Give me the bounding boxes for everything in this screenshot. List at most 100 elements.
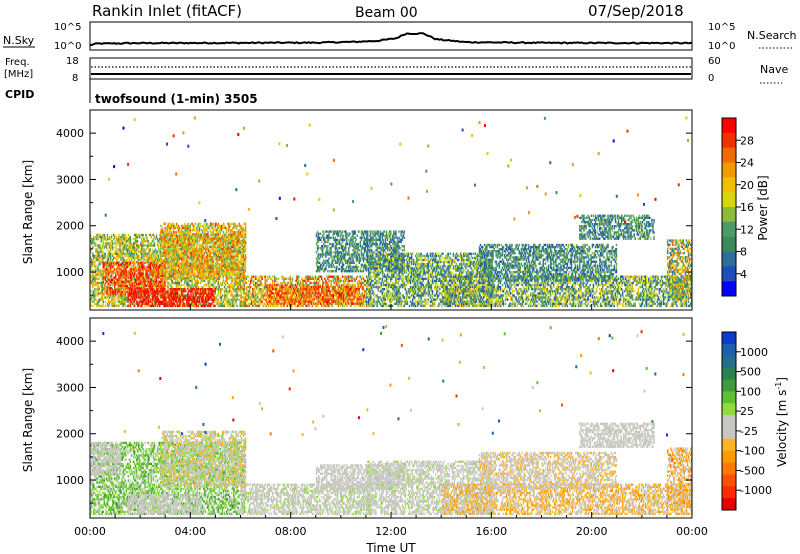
power-cells-cell-103	[95, 269, 97, 272]
power-cells-cell-3068	[125, 261, 127, 265]
power-cells-cell-3165	[138, 272, 140, 275]
power-cells-cell-236	[102, 300, 104, 303]
power-cells-cell-497	[117, 300, 119, 303]
power-cells-cell-287	[104, 238, 107, 241]
power-cells-cell-1226	[153, 254, 156, 258]
power-cells-cell-4309	[194, 272, 197, 276]
power-cells-cell-2591	[229, 233, 231, 237]
power-cells-cell-4363	[197, 249, 200, 253]
power-cells-cell-3340	[157, 266, 160, 269]
power-cells-cell-4770	[226, 258, 228, 261]
freq-unit-label: [MHz]	[4, 69, 33, 80]
power-cells-cell-4289	[192, 233, 195, 236]
power-cells-cell-4226	[188, 249, 190, 253]
power-cells-cell-2606	[230, 254, 232, 258]
power-cells-cell-1311	[159, 283, 161, 287]
power-cells-cell-3501	[149, 304, 152, 308]
power-cells-cell-4084	[179, 241, 181, 244]
power-cells-cell-2972	[116, 288, 118, 292]
power-cells-cell-4334	[195, 229, 198, 232]
power-cells-cell-4044	[177, 272, 179, 276]
power-cells-cell-4678	[219, 258, 222, 261]
power-cells-cell-4572	[212, 256, 214, 259]
power-cells-cell-3740	[198, 294, 201, 297]
power-cells-cell-3016	[120, 274, 122, 277]
power-cells-cell-3568	[163, 288, 165, 291]
power-cells-cell-1881	[189, 242, 191, 245]
power-cells-cell-662	[124, 254, 126, 258]
power-cells-cell-567	[120, 277, 122, 280]
power-cells-cell-3586	[167, 296, 169, 299]
power-cells-cell-809	[132, 304, 135, 308]
power-cells-cell-2543	[226, 250, 229, 253]
power-cells-cell-2392	[219, 296, 222, 299]
power-cells-cell-4381	[198, 243, 201, 246]
power-cells-cell-2189	[207, 292, 209, 295]
power-cells-cell-1173	[151, 277, 154, 280]
power-cells-cell-128	[96, 248, 98, 251]
power-cells-cell-430	[113, 304, 115, 308]
power-cells-cell-1991	[195, 281, 198, 285]
power-cells-cell-908	[137, 273, 139, 276]
power-cells-cell-3411	[128, 290, 131, 293]
power-cells-cell-3947	[169, 243, 172, 246]
power-cells-cell-2890	[103, 266, 106, 269]
power-cells-cell-2527	[226, 300, 229, 303]
power-cells-cell-1893	[190, 267, 192, 270]
power-cells-cell-4724	[221, 235, 224, 238]
power-cells-cell-3520	[153, 292, 156, 295]
power-cells-cell-1802	[185, 246, 187, 249]
power-cells-cell-4583	[212, 229, 214, 232]
power-cells-cell-342	[107, 250, 110, 253]
power-cells-cell-4965	[240, 224, 243, 228]
power-cells-cell-2826	[242, 304, 245, 308]
power-cells-cell-4067	[178, 256, 180, 259]
power-cells-cell-1083	[146, 244, 148, 247]
power-cells-cell-4907	[236, 276, 238, 280]
power-cells-cell-4307	[193, 226, 196, 230]
power-cells-cell-889	[136, 252, 138, 255]
power-cells-cell-3457	[139, 288, 141, 291]
power-cells-cell-21	[91, 298, 93, 301]
power-cells-cell-155	[98, 304, 100, 308]
power-cells-cell-1813	[186, 279, 188, 283]
power-cells-cell-4563	[211, 237, 213, 240]
power-cells-cell-4585	[212, 224, 214, 228]
power-cells-cell-947	[139, 279, 141, 283]
power-cells-cell-4626	[215, 231, 218, 234]
power-cells-cell-3979	[171, 235, 174, 238]
power-cells-cell-3698	[190, 302, 192, 305]
power-cells-cell-329	[107, 300, 110, 303]
power-cells-cell-3816	[214, 288, 216, 291]
power-cells-cell-4798	[228, 239, 230, 242]
power-cells-cell-3649	[178, 302, 181, 305]
power-cells-cell-4159	[184, 256, 186, 259]
power-cells-cell-32	[91, 238, 93, 241]
power-cells-cell-232	[101, 235, 103, 239]
power-cells-cell-3287	[152, 266, 155, 269]
power-cells-cell-2610	[231, 304, 233, 308]
power-cells-cell-1827	[186, 233, 188, 237]
power-cells-cell-1520	[170, 273, 172, 276]
power-cells-cell-3045	[123, 261, 125, 265]
power-cells-cell-2985	[117, 280, 119, 283]
power-cells-cell-3444	[136, 294, 138, 297]
power-cells-cell-3958	[170, 266, 173, 269]
power-cells-cell-4598	[213, 229, 215, 232]
power-cells-cell-3895	[165, 233, 167, 236]
power-cells-cell-3483	[145, 302, 147, 305]
power-cells-cell-1341	[160, 250, 162, 253]
power-cells-cell-923	[138, 292, 140, 295]
power-cells-cell-167	[98, 258, 100, 262]
power-cells-cell-3040	[123, 276, 125, 279]
power-cells-cell-3464	[140, 288, 142, 291]
power-cells-cell-2012	[196, 265, 199, 268]
power-cells-cell-3914	[167, 260, 169, 263]
power-cells-cell-2770	[239, 294, 241, 297]
power-cells-cell-2597	[230, 285, 232, 289]
power-cells-cell-3049	[124, 282, 126, 286]
power-cells-cell-3452	[138, 296, 140, 299]
power-cells-cell-357	[108, 265, 111, 268]
power-cells-cell-3724	[195, 294, 198, 297]
power-cells-cell-520	[118, 281, 120, 285]
